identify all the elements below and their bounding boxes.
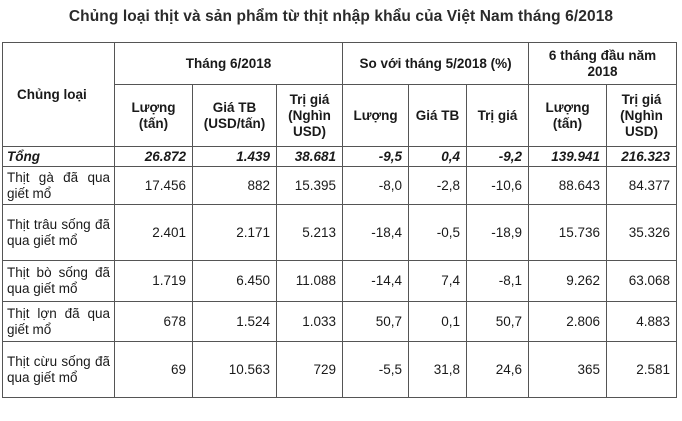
row-label: Thịt bò sống đã qua giết mổ bbox=[2, 260, 115, 302]
table-cell: 9.262 bbox=[528, 260, 608, 302]
row-label: Tổng bbox=[2, 146, 115, 167]
table-cell: 729 bbox=[275, 341, 344, 398]
row-label: Thịt trâu sống đã qua giết mổ bbox=[2, 204, 115, 261]
table-row: Thịt gà đã qua giết mổ 17.456 882 15.395… bbox=[2, 166, 678, 205]
table-cell: 84.377 bbox=[606, 166, 678, 205]
table-cell: 4.883 bbox=[606, 301, 678, 342]
table-cell: -8,0 bbox=[342, 166, 410, 205]
table-cell: -18,9 bbox=[466, 204, 530, 261]
header-compare-qty: Lượng bbox=[342, 84, 410, 147]
table-cell: 31,8 bbox=[408, 341, 468, 398]
row-label: Thịt gà đã qua giết mổ bbox=[2, 166, 115, 205]
table-cell: 139.941 bbox=[528, 146, 608, 167]
table-cell: 11.088 bbox=[275, 260, 344, 302]
header-category: Chủng loại bbox=[2, 42, 115, 147]
table-cell: 15.736 bbox=[528, 204, 608, 261]
page-title: Chủng loại thịt và sản phẩm từ thịt nhập… bbox=[68, 8, 614, 25]
table-cell: 5.213 bbox=[275, 204, 344, 261]
table-cell: 1.719 bbox=[114, 260, 193, 302]
table-cell: 26.872 bbox=[114, 146, 193, 167]
table-cell: 2.401 bbox=[114, 204, 193, 261]
import-table: Chủng loại Tháng 6/2018 So với tháng 5/2… bbox=[2, 42, 678, 398]
table-cell: 35.326 bbox=[606, 204, 678, 261]
header-month-value: Trị giá (Nghìn USD) bbox=[275, 84, 344, 147]
table-cell: 7,4 bbox=[408, 260, 468, 302]
table-cell: 1.439 bbox=[192, 146, 277, 167]
table-row-total: Tổng 26.872 1.439 38.681 -9,5 0,4 -9,2 1… bbox=[2, 146, 678, 167]
table-cell: 0,1 bbox=[408, 301, 468, 342]
table-cell: 15.395 bbox=[275, 166, 344, 205]
table-cell: -0,5 bbox=[408, 204, 468, 261]
table-cell: 365 bbox=[528, 341, 608, 398]
table-cell: 24,6 bbox=[466, 341, 530, 398]
table-cell: 63.068 bbox=[606, 260, 678, 302]
table-cell: 10.563 bbox=[192, 341, 277, 398]
table-cell: 6.450 bbox=[192, 260, 277, 302]
table-cell: 2.171 bbox=[192, 204, 277, 261]
table-cell: 17.456 bbox=[114, 166, 193, 205]
table-cell: 69 bbox=[114, 341, 193, 398]
header-compare-value: Trị giá bbox=[466, 84, 530, 147]
table-row: Thịt cừu sống đã qua giết mổ 69 10.563 7… bbox=[2, 341, 678, 398]
table-cell: 88.643 bbox=[528, 166, 608, 205]
table-cell: -14,4 bbox=[342, 260, 410, 302]
header-ytd-qty: Lượng (tấn) bbox=[528, 84, 608, 147]
table-cell: -5,5 bbox=[342, 341, 410, 398]
table-cell: -2,8 bbox=[408, 166, 468, 205]
table-cell: -8,1 bbox=[466, 260, 530, 302]
table-cell: 2.806 bbox=[528, 301, 608, 342]
table-cell: 38.681 bbox=[275, 146, 344, 167]
header-month-price: Giá TB (USD/tấn) bbox=[192, 84, 277, 147]
table-row: Thịt trâu sống đã qua giết mổ 2.401 2.17… bbox=[2, 204, 678, 261]
table-cell: 2.581 bbox=[606, 341, 678, 398]
table-cell: 50,7 bbox=[466, 301, 530, 342]
table-cell: -9,2 bbox=[466, 146, 530, 167]
row-label: Thịt cừu sống đã qua giết mổ bbox=[2, 341, 115, 398]
table-row: Thịt lợn đã qua giết mổ 678 1.524 1.033 … bbox=[2, 301, 678, 342]
table-cell: 882 bbox=[192, 166, 277, 205]
table-cell: -18,4 bbox=[342, 204, 410, 261]
header-compare-price: Giá TB bbox=[408, 84, 468, 147]
header-group-compare: So với tháng 5/2018 (%) bbox=[342, 42, 530, 85]
table-cell: 50,7 bbox=[342, 301, 410, 342]
table-cell: 1.033 bbox=[275, 301, 344, 342]
table-cell: -10,6 bbox=[466, 166, 530, 205]
table-cell: 1.524 bbox=[192, 301, 277, 342]
table-cell: 678 bbox=[114, 301, 193, 342]
table-row: Thịt bò sống đã qua giết mổ 1.719 6.450 … bbox=[2, 260, 678, 302]
table-cell: 216.323 bbox=[606, 146, 678, 167]
header-group-ytd: 6 tháng đầu năm 2018 bbox=[528, 42, 678, 85]
header-month-qty: Lượng (tấn) bbox=[114, 84, 193, 147]
table-cell: -9,5 bbox=[342, 146, 410, 167]
row-label: Thịt lợn đã qua giết mổ bbox=[2, 301, 115, 342]
header-group-month: Tháng 6/2018 bbox=[113, 42, 344, 85]
table-cell: 0,4 bbox=[408, 146, 468, 167]
header-ytd-value: Trị giá (Nghìn USD) bbox=[606, 84, 678, 147]
